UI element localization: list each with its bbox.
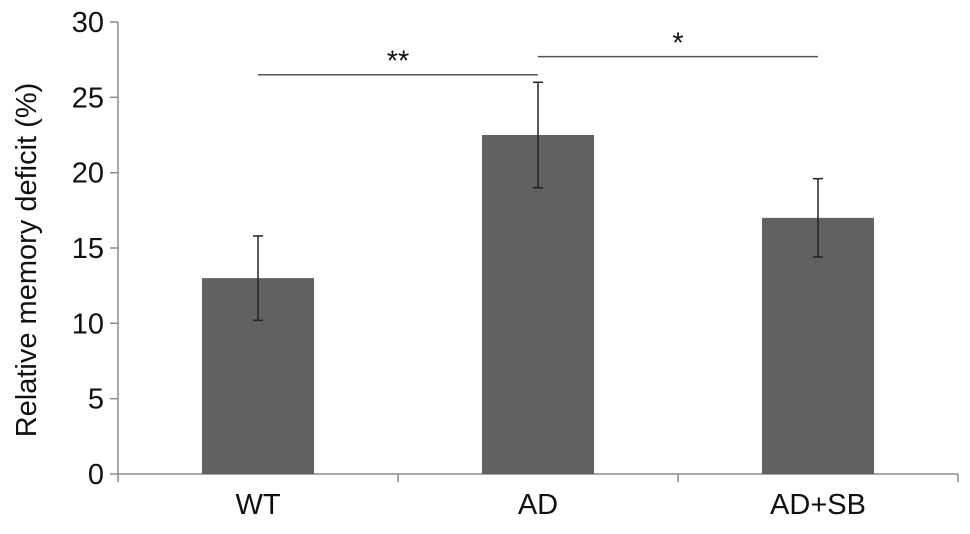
category-label: AD [518,489,558,521]
category-label: WT [235,489,280,521]
category-label: AD+SB [770,489,866,521]
bar-ad-sb [762,217,874,474]
category-labels: WT AD AD+SB [235,489,866,521]
significance-annotations: *** [258,28,818,78]
bar-ad [482,135,594,474]
error-bars [253,81,823,322]
y-tick-label: 20 [72,158,104,190]
y-tick-label: 0 [88,459,104,491]
bar-series [202,135,874,474]
y-axis-ticks: 0 5 10 15 20 25 30 [72,7,118,491]
significance-label: ** [387,46,410,78]
y-axis-title: Relative memory deficit (%) [11,83,43,438]
x-axis-ticks [117,474,959,482]
y-tick-label: 10 [72,308,104,340]
significance-label: * [672,28,683,60]
y-tick-label: 15 [72,233,104,265]
y-tick-label: 25 [72,82,104,114]
y-tick-label: 5 [88,384,104,416]
y-tick-label: 30 [72,7,104,39]
